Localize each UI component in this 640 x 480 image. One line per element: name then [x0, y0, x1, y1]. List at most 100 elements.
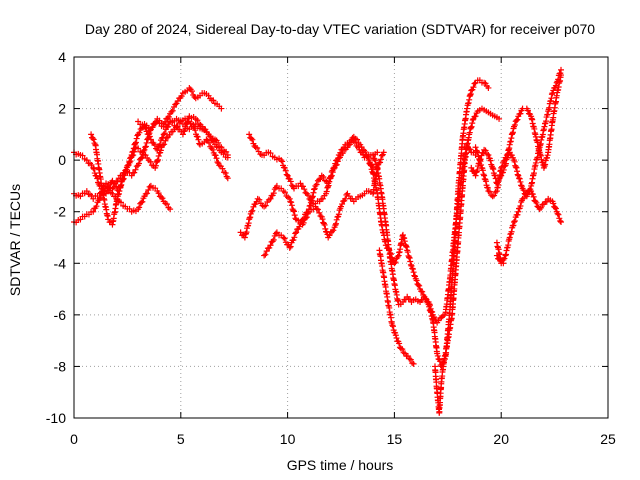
- data-point: [263, 248, 270, 255]
- data-point: [135, 145, 142, 152]
- x-tick-label: 10: [280, 431, 296, 447]
- data-points: [71, 66, 565, 416]
- data-point: [528, 188, 535, 195]
- data-point: [129, 152, 136, 159]
- data-point: [83, 188, 90, 195]
- data-point: [163, 201, 170, 208]
- data-point: [482, 178, 489, 185]
- data-point: [291, 212, 298, 219]
- data-point: [401, 235, 408, 242]
- data-point: [402, 243, 409, 250]
- data-point: [371, 155, 378, 162]
- data-point: [328, 172, 335, 179]
- data-point: [506, 234, 513, 241]
- data-point: [410, 360, 417, 367]
- data-point: [517, 110, 524, 117]
- x-tick-label: 5: [177, 431, 185, 447]
- data-point: [343, 191, 350, 198]
- data-point: [332, 162, 339, 169]
- data-point: [372, 157, 379, 164]
- data-point: [281, 235, 288, 242]
- data-point: [403, 243, 410, 250]
- data-point: [313, 205, 320, 212]
- data-point: [158, 193, 165, 200]
- data-point: [391, 260, 398, 267]
- data-point: [557, 218, 564, 225]
- data-point: [169, 119, 176, 126]
- data-point: [149, 124, 156, 131]
- data-point: [480, 171, 487, 178]
- data-point: [155, 190, 162, 197]
- data-point: [514, 211, 521, 218]
- data-point: [213, 155, 220, 162]
- data-point: [512, 164, 519, 171]
- data-point: [160, 131, 167, 138]
- data-point: [550, 200, 557, 207]
- data-point: [467, 124, 474, 131]
- data-point: [155, 152, 162, 159]
- data-point: [144, 190, 151, 197]
- data-point: [406, 254, 413, 261]
- data-point: [266, 244, 273, 251]
- data-point: [209, 137, 216, 144]
- data-point: [492, 172, 499, 179]
- data-point: [468, 123, 475, 130]
- data-point: [321, 221, 328, 228]
- data-point: [556, 215, 563, 222]
- data-point: [471, 80, 478, 87]
- data-point: [485, 151, 492, 158]
- data-point: [282, 167, 289, 174]
- data-point: [511, 217, 518, 224]
- data-point: [429, 315, 436, 322]
- data-point: [552, 205, 559, 212]
- data-point: [214, 159, 221, 166]
- data-point: [215, 144, 222, 151]
- data-point: [358, 143, 365, 150]
- data-point: [262, 202, 269, 209]
- data-point: [407, 258, 414, 265]
- data-point: [348, 137, 355, 144]
- data-point: [254, 145, 261, 152]
- data-point: [267, 195, 274, 202]
- x-tick-label: 20: [493, 431, 509, 447]
- data-point: [396, 340, 403, 347]
- data-point: [184, 119, 191, 126]
- data-point: [365, 157, 372, 164]
- data-point: [305, 192, 312, 199]
- data-point: [517, 202, 524, 209]
- data-point: [342, 195, 349, 202]
- data-point: [123, 166, 130, 173]
- data-point: [147, 158, 154, 165]
- data-point: [339, 150, 346, 157]
- data-point: [555, 76, 562, 83]
- data-point: [287, 178, 294, 185]
- data-point: [210, 97, 217, 104]
- y-tick-label: 2: [58, 101, 66, 117]
- data-point: [530, 193, 537, 200]
- data-point: [246, 131, 253, 138]
- y-tick-label: -2: [54, 204, 67, 220]
- data-point: [516, 175, 523, 182]
- data-point: [558, 66, 565, 73]
- data-point: [469, 120, 476, 127]
- data-point: [533, 199, 540, 206]
- y-tick-label: 0: [58, 152, 66, 168]
- chart-title: Day 280 of 2024, Sidereal Day-to-day VTE…: [85, 21, 595, 37]
- data-point: [485, 84, 492, 91]
- data-point: [472, 113, 479, 120]
- data-point: [162, 137, 169, 144]
- data-point: [161, 130, 168, 137]
- data-point: [141, 123, 148, 130]
- y-tick-label: -4: [54, 255, 67, 271]
- data-point: [124, 162, 131, 169]
- data-point: [472, 172, 479, 179]
- data-point: [524, 107, 531, 114]
- data-point: [313, 181, 320, 188]
- data-point: [496, 251, 503, 258]
- data-point: [508, 152, 515, 159]
- data-point: [307, 202, 314, 209]
- data-point: [195, 136, 202, 143]
- data-point: [90, 208, 97, 215]
- data-point: [496, 115, 503, 122]
- plot-frame: [73, 56, 609, 419]
